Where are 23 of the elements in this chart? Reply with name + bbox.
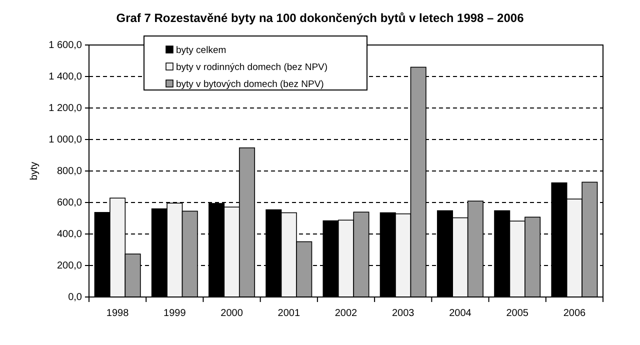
x-tick-label: 2005 xyxy=(506,308,529,319)
y-tick-label: 1 000,0 xyxy=(48,134,82,146)
legend-label: byty v bytových domech (bez NPV) xyxy=(176,79,324,90)
x-tick-label: 1999 xyxy=(164,308,186,319)
y-tick-label: 600,0 xyxy=(56,198,82,209)
x-tick-label: 2000 xyxy=(220,308,244,319)
y-tick-label: 800,0 xyxy=(56,166,82,178)
y-tick-label: 200,0 xyxy=(56,260,82,272)
x-tick-label: 2002 xyxy=(334,308,358,319)
y-tick-label: 1 600,0 xyxy=(48,40,82,52)
y-tick-label: 400,0 xyxy=(56,229,82,240)
legend-label: byty celkem xyxy=(176,45,226,56)
x-tick-label: 1998 xyxy=(106,308,130,319)
x-tick-label: 2006 xyxy=(563,308,586,319)
y-tick-label: 1 200,0 xyxy=(48,103,82,114)
y-axis-title: byty xyxy=(29,162,40,180)
y-tick-label: 1 400,0 xyxy=(48,72,82,83)
x-tick-label: 2003 xyxy=(392,308,415,319)
legend-label: byty v rodinných domech (bez NPV) xyxy=(176,62,328,73)
y-tick-label: 0,0 xyxy=(68,292,82,304)
chart-title: Graf 7 Rozestavěné byty na 100 dokončených bytů v letech 1998 – 2006 xyxy=(116,11,524,25)
x-tick-label: 2004 xyxy=(449,308,472,319)
x-tick-label: 2001 xyxy=(278,308,300,319)
